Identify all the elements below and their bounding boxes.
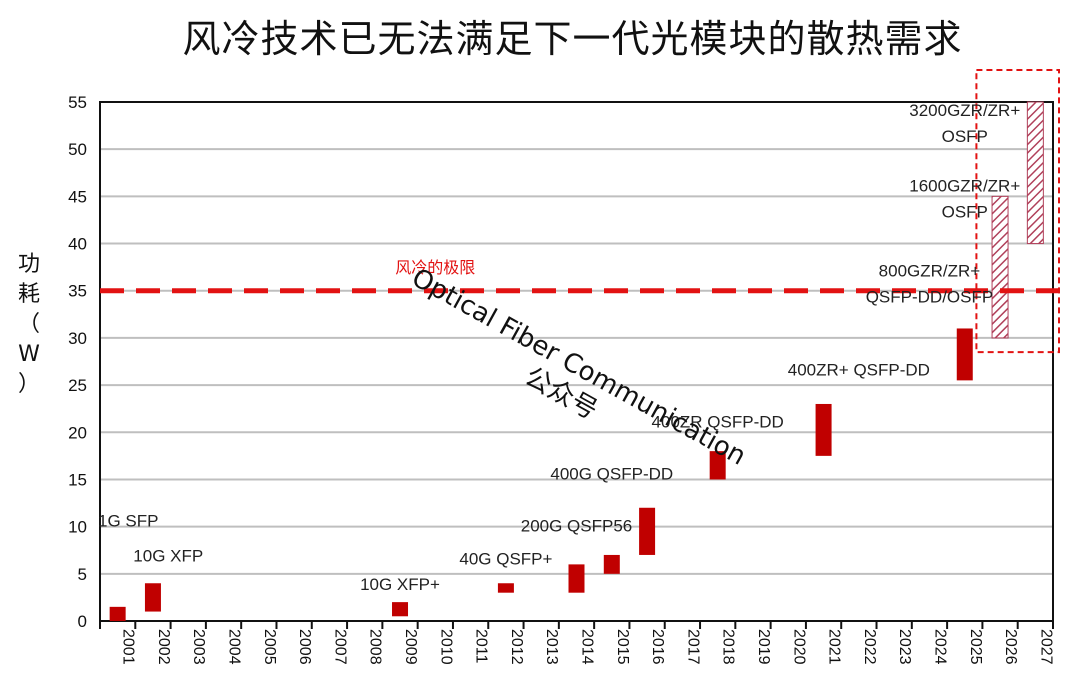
range-bar bbox=[709, 451, 726, 480]
y-axis-label-char: 功 bbox=[17, 252, 40, 277]
x-tick-label: 2020 bbox=[790, 629, 807, 665]
x-tick-label: 2002 bbox=[155, 629, 172, 665]
range-bar bbox=[603, 554, 620, 574]
y-axis-label-char: 耗 bbox=[17, 282, 40, 307]
y-tick-label: 45 bbox=[68, 187, 87, 206]
y-tick-label: 55 bbox=[68, 93, 87, 112]
x-tick-label: 2008 bbox=[367, 629, 384, 665]
y-tick-label: 5 bbox=[78, 565, 87, 584]
x-tick-label: 2004 bbox=[226, 629, 243, 665]
x-tick-label: 2019 bbox=[755, 629, 772, 665]
hatched-range-bar bbox=[991, 195, 1009, 339]
bar-label: 1600GZR/ZR+ bbox=[909, 177, 1020, 196]
bar-label: OSFP bbox=[942, 127, 988, 146]
range-bar bbox=[956, 328, 973, 381]
y-axis-label-char: ） bbox=[17, 372, 40, 397]
y-tick-label: 50 bbox=[68, 140, 87, 159]
x-tick-label: 2025 bbox=[967, 629, 984, 665]
bar-label: QSFP-DD/OSFP bbox=[866, 288, 994, 307]
bar-label: OSFP bbox=[942, 203, 988, 222]
bar-label: 10G XFP bbox=[133, 547, 203, 566]
x-tick-label: 2023 bbox=[896, 629, 913, 665]
bar-label: 400ZR QSFP-DD bbox=[652, 413, 784, 432]
x-tick-label: 2014 bbox=[579, 629, 596, 665]
x-tick-label: 2015 bbox=[614, 629, 631, 665]
plot-frame bbox=[99, 101, 1054, 622]
bar-label: 10G XFP+ bbox=[360, 575, 440, 594]
bar-label: 40G QSFP+ bbox=[459, 549, 552, 568]
x-tick-label: 2012 bbox=[508, 629, 525, 665]
x-tick-label: 2003 bbox=[190, 629, 207, 665]
x-tick-label: 2005 bbox=[261, 629, 278, 665]
x-tick-label: 2022 bbox=[861, 629, 878, 665]
bar-label: 400ZR+ QSFP-DD bbox=[788, 361, 930, 380]
hatched-range-bar bbox=[1026, 101, 1044, 245]
x-tick-label: 2018 bbox=[720, 629, 737, 665]
bar-label: 800GZR/ZR+ bbox=[879, 262, 981, 281]
range-bar bbox=[144, 583, 161, 612]
x-tick-label: 2010 bbox=[437, 629, 454, 665]
air-cooling-limit-label: 风冷的极限 bbox=[395, 258, 475, 277]
y-tick-label: 40 bbox=[68, 235, 87, 254]
x-tick-label: 2007 bbox=[331, 629, 348, 665]
x-tick-label: 2011 bbox=[473, 629, 490, 664]
y-tick-label: 20 bbox=[68, 423, 87, 442]
watermark-text: Optical Fiber Communication bbox=[407, 263, 751, 472]
x-tick-label: 2017 bbox=[684, 629, 701, 665]
bar-label: 200G QSFP56 bbox=[521, 516, 633, 535]
bar-label: 1G SFP bbox=[98, 512, 158, 531]
range-bar bbox=[109, 606, 126, 621]
x-tick-label: 2006 bbox=[296, 629, 313, 665]
range-bar bbox=[497, 583, 514, 593]
range-bar bbox=[815, 403, 832, 456]
future-highlight-box bbox=[975, 69, 1060, 354]
x-tick-label: 2021 bbox=[826, 629, 843, 665]
x-tick-label: 2027 bbox=[1037, 629, 1054, 665]
y-tick-label: 10 bbox=[68, 518, 87, 537]
chart-title: 风冷技术已无法满足下一代光模块的散热需求 bbox=[182, 17, 963, 61]
x-tick-label: 2001 bbox=[120, 629, 137, 665]
x-tick-label: 2009 bbox=[402, 629, 419, 665]
bar-label: 400G QSFP-DD bbox=[550, 464, 673, 483]
y-tick-label: 25 bbox=[68, 376, 87, 395]
range-bar bbox=[568, 564, 585, 593]
x-tick-label: 2026 bbox=[1002, 629, 1019, 665]
range-bar bbox=[639, 507, 656, 555]
y-tick-label: 15 bbox=[68, 470, 87, 489]
y-tick-label: 35 bbox=[68, 282, 87, 301]
range-bar bbox=[392, 602, 409, 617]
bar-label: 3200GZR/ZR+ bbox=[909, 101, 1020, 120]
y-axis-label-char: （ bbox=[17, 312, 40, 337]
x-tick-label: 2013 bbox=[543, 629, 560, 665]
x-tick-label: 2024 bbox=[931, 629, 948, 665]
y-tick-label: 0 bbox=[78, 612, 87, 631]
x-tick-label: 2016 bbox=[649, 629, 666, 665]
y-axis-label-char: W bbox=[18, 342, 40, 367]
y-tick-label: 30 bbox=[68, 329, 87, 348]
y-axis-label: 功 耗 （ W ） bbox=[14, 250, 44, 400]
